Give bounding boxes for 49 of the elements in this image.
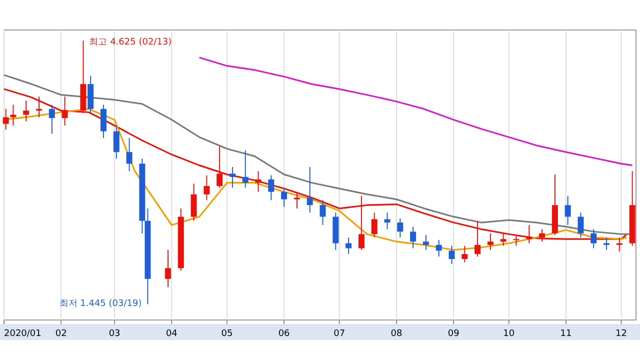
candlestick [306,166,313,214]
candlestick [216,146,223,188]
x-tick-label: 10 [503,329,515,339]
x-tick-label: 09 [448,329,460,339]
candlestick [604,236,610,250]
candlestick [190,183,197,222]
candlestick [268,174,274,201]
candlestick [346,236,352,255]
annotation: 최저 1.445 (03/19) [59,299,142,310]
candlestick [564,195,571,226]
candlestick [371,212,378,238]
candlestick [436,239,442,258]
candlestick [229,166,236,188]
candlestick [281,187,288,208]
x-tick-label: 08 [390,329,402,339]
candlestick [462,245,468,263]
x-tick-label: 02 [55,329,67,339]
candlestick [23,100,30,122]
candlestick [242,150,248,188]
candlestick [397,218,404,238]
candlestick [164,249,171,288]
x-tick-label: 04 [166,329,178,339]
x-tick-label: 03 [108,329,120,339]
candlestick [62,96,68,126]
candlestick [410,226,416,249]
candlestick [10,104,16,126]
candlestick [255,170,262,192]
candlestick [36,96,42,118]
candlestick [487,232,494,250]
candlestick [100,104,106,138]
candlestick [422,234,429,250]
x-tick-label: 07 [334,329,346,339]
x-tick-label: 12 [616,329,627,339]
x-tick-label: 05 [221,329,233,339]
candlestick [448,245,455,264]
candlestick [113,125,120,160]
candlestick [204,174,210,201]
candlestick [590,228,597,249]
x-tick-label: 2020/01 [4,329,42,339]
candlestick [2,108,9,130]
candlestick [294,191,300,209]
candlestick [384,212,390,230]
candlestick [126,137,132,172]
x-tick-label: 06 [278,329,290,339]
candlestick [48,104,55,134]
candlestick [320,200,326,226]
annotation: 최고 4.625 (02/13) [89,38,172,48]
candlestick [578,212,584,238]
x-tick-label: 11 [560,329,572,339]
